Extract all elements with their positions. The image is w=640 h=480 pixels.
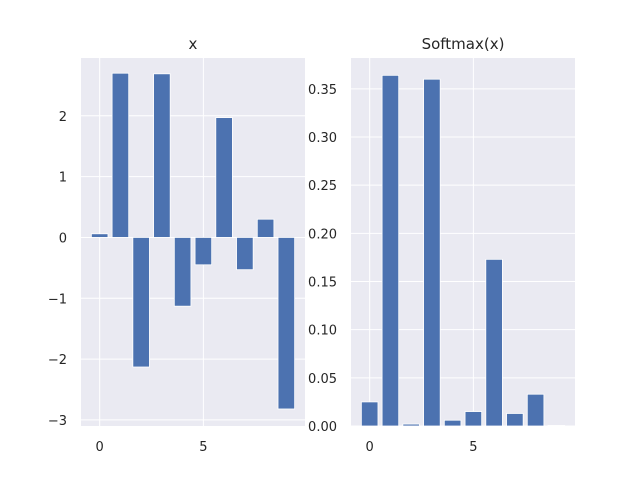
softmax-bar-7 [506,413,524,427]
softmax-ytick-label: 0.35 [308,83,337,98]
x-bar-0 [90,233,109,238]
x-ytick-label: 2 [59,110,67,125]
softmax-bar-2 [402,423,420,427]
softmax-ytick-label: 0.05 [308,372,337,387]
x-bar-9 [277,237,296,410]
softmax-bar-4 [443,419,462,427]
softmax-ytick-label: 0.00 [308,420,337,435]
x-bar-6 [215,117,233,238]
softmax-subplot: Softmax(x) 0.00 0.05 0.10 0.15 0.20 0.25 0.30 0.… [308,35,575,455]
softmax-ytick-label: 0.20 [308,227,337,242]
softmax-ytick-label: 0.10 [308,324,337,339]
x-ytick-label: −2 [48,353,67,368]
softmax-ytick-label: 0.30 [308,131,337,146]
x-bar-4 [173,237,192,307]
softmax-bar-0 [360,401,379,427]
x-bar-3 [153,73,171,238]
x-bar-5 [194,237,213,266]
softmax-ytick-label: 0.25 [308,179,337,194]
softmax-ytick-label: 0.15 [308,275,337,290]
softmax-xtick-label: 0 [366,440,374,455]
x-ytick-label: −3 [48,414,67,429]
softmax-bar-6 [485,258,503,427]
softmax-bar-3 [423,78,441,427]
x-xtick-label: 0 [96,440,104,455]
x-subplot: x −3 −2 −1 0 1 2 0 5 [48,35,305,455]
x-bar-2 [132,237,150,368]
softmax-bar-1 [381,74,400,427]
x-bar-1 [111,72,130,238]
x-ytick-label: 0 [59,231,67,246]
x-bar-8 [256,218,275,238]
softmax-bar-8 [526,393,545,427]
softmax-bar-9 [547,425,566,427]
softmax-xtick-label: 5 [469,440,477,455]
softmax-title: Softmax(x) [422,35,505,53]
x-ytick-label: −1 [48,292,67,307]
x-xtick-label: 5 [199,440,207,455]
x-title: x [189,35,198,53]
x-ytick-label: 1 [59,171,67,186]
x-bar-7 [236,237,254,271]
softmax-bar-5 [464,411,483,427]
